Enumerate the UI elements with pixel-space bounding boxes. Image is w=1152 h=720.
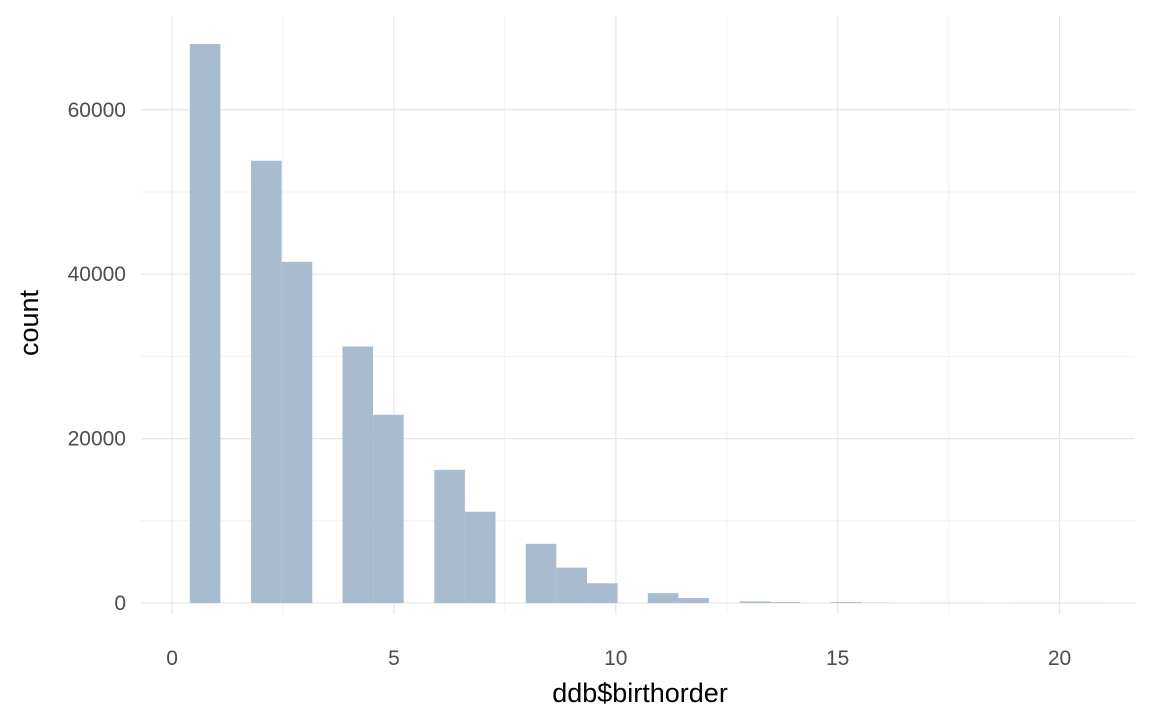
histogram-bar bbox=[464, 511, 496, 603]
histogram-bar bbox=[434, 469, 465, 603]
y-tick-label: 20000 bbox=[68, 428, 126, 451]
histogram-bar bbox=[281, 261, 313, 603]
x-tick-label: 10 bbox=[604, 647, 627, 670]
x-tick-label: 5 bbox=[388, 647, 400, 670]
histogram-bar bbox=[251, 160, 282, 603]
histogram-bar bbox=[647, 593, 679, 603]
histogram-bar bbox=[373, 414, 404, 603]
histogram-bar bbox=[770, 602, 801, 603]
histogram-bar bbox=[342, 346, 374, 603]
x-tick-label: 20 bbox=[1048, 647, 1071, 670]
histogram-bar bbox=[739, 601, 771, 603]
y-axis-tick-labels: 0 20000 40000 60000 bbox=[68, 99, 126, 615]
x-tick-label: 15 bbox=[826, 647, 849, 670]
histogram-bar bbox=[831, 602, 862, 603]
histogram-bar bbox=[586, 583, 618, 603]
histogram-bars bbox=[189, 44, 1106, 603]
histogram-bar bbox=[525, 543, 557, 603]
histogram-bar bbox=[556, 567, 587, 603]
y-axis-title: count bbox=[14, 289, 44, 356]
y-tick-label: 60000 bbox=[68, 99, 126, 122]
histogram-bar bbox=[189, 44, 221, 603]
y-tick-label: 40000 bbox=[68, 263, 126, 286]
y-tick-label: 0 bbox=[114, 592, 126, 615]
histogram-bar bbox=[678, 598, 709, 603]
x-axis-title: ddb$birthorder bbox=[552, 678, 728, 708]
x-tick-label: 0 bbox=[166, 647, 178, 670]
x-axis-tick-labels: 0 5 10 15 20 bbox=[166, 647, 1071, 670]
